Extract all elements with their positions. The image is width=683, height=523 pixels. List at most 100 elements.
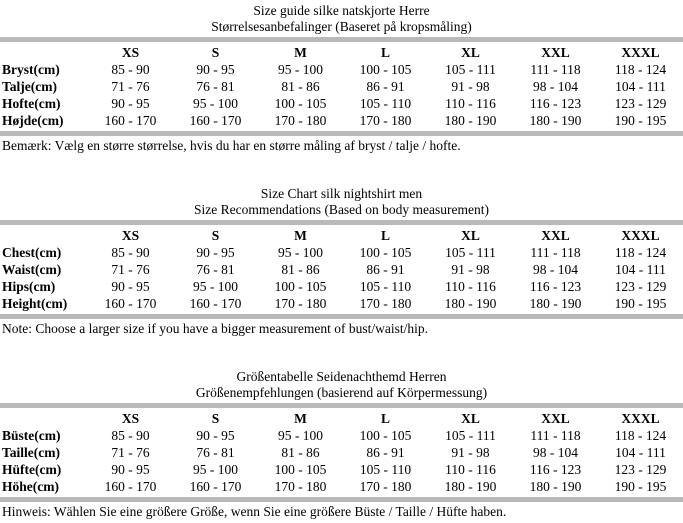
size-range-cell: 90 - 95: [196, 427, 235, 443]
size-range-cell: 100 - 105: [274, 461, 327, 477]
size-column-header-xxl: XXL: [541, 44, 570, 60]
size-column-header-xxxl: XXXL: [621, 227, 660, 243]
size-range-cell: 90 - 95: [196, 244, 235, 260]
size-range-cell: 81 - 86: [281, 261, 320, 277]
divider-bar-top: [0, 403, 683, 408]
row-label: Talje(cm): [2, 78, 57, 94]
size-column-header-m: M: [294, 227, 307, 243]
size-range-cell: 123 - 129: [614, 461, 667, 477]
divider-bar-bottom: [0, 131, 683, 136]
size-range-cell: 160 - 170: [104, 295, 157, 311]
header-spacer-cell: [0, 44, 88, 61]
size-table: XS S M L XL XXL XXXL Chest(cm) 85 - 90 90 - 95 95…: [0, 227, 683, 312]
size-column-header-xs: XS: [121, 227, 140, 243]
size-table: XS S M L XL XXL XXXL Bryst(cm) 85 - 90 90 - 95 95…: [0, 44, 683, 129]
size-range-cell: 180 - 190: [444, 112, 497, 128]
size-range-cell: 100 - 105: [359, 244, 412, 260]
size-range-cell: 91 - 98: [451, 78, 490, 94]
size-range-cell: 180 - 190: [444, 478, 497, 494]
section-subtitle: Größenempfehlungen (basierend auf Körper…: [195, 385, 488, 400]
size-column-header-xxxl: XXXL: [621, 410, 660, 426]
size-range-cell: 90 - 95: [196, 61, 235, 77]
size-range-cell: 71 - 76: [111, 261, 150, 277]
row-label: Chest(cm): [2, 244, 62, 260]
size-range-cell: 190 - 195: [614, 295, 667, 311]
divider-bar-top: [0, 37, 683, 42]
size-column-header-m: M: [294, 410, 307, 426]
size-range-cell: 110 - 116: [445, 278, 496, 294]
size-range-cell: 118 - 124: [614, 244, 667, 260]
size-range-cell: 90 - 95: [111, 278, 150, 294]
size-range-cell: 95 - 100: [193, 278, 238, 294]
size-range-cell: 105 - 110: [359, 461, 412, 477]
size-range-cell: 100 - 105: [274, 278, 327, 294]
size-range-cell: 160 - 170: [104, 478, 157, 494]
row-label: Hofte(cm): [2, 95, 61, 111]
size-range-cell: 81 - 86: [281, 78, 320, 94]
size-range-cell: 95 - 100: [278, 427, 323, 443]
size-column-header-s: S: [211, 227, 220, 243]
table-row: Taille(cm) 71 - 76 76 - 81 81 - 86 86 - 91 91…: [0, 444, 683, 461]
size-column-header-xl: XL: [461, 44, 480, 60]
divider-bar-bottom: [0, 497, 683, 502]
size-column-header-l: L: [380, 44, 390, 60]
size-table: XS S M L XL XXL XXXL Büste(cm) 85 - 90 90 - 95 95…: [0, 410, 683, 495]
size-range-cell: 90 - 95: [111, 461, 150, 477]
size-range-cell: 95 - 100: [193, 95, 238, 111]
table-row: Bryst(cm) 85 - 90 90 - 95 95 - 100 100 - 105…: [0, 61, 683, 78]
size-header-row: XS S M L XL XXL XXXL: [0, 410, 683, 427]
size-range-cell: 160 - 170: [189, 112, 242, 128]
row-label: Height(cm): [2, 295, 68, 311]
table-row: Hüfte(cm) 90 - 95 95 - 100 100 - 105 105 - 1…: [0, 461, 683, 478]
size-header-row: XS S M L XL XXL XXXL: [0, 227, 683, 244]
size-range-cell: 85 - 90: [111, 427, 150, 443]
size-column-header-xxl: XXL: [541, 410, 570, 426]
size-range-cell: 71 - 76: [111, 78, 150, 94]
size-range-cell: 100 - 105: [359, 61, 412, 77]
row-label: Højde(cm): [2, 112, 64, 128]
size-range-cell: 123 - 129: [614, 278, 667, 294]
size-column-header-xs: XS: [121, 44, 140, 60]
size-range-cell: 104 - 111: [615, 78, 666, 94]
row-label: Hips(cm): [2, 278, 56, 294]
size-range-cell: 81 - 86: [281, 444, 320, 460]
size-range-cell: 160 - 170: [189, 478, 242, 494]
size-range-cell: 100 - 105: [359, 427, 412, 443]
size-column-header-xs: XS: [121, 410, 140, 426]
size-range-cell: 180 - 190: [529, 295, 582, 311]
size-column-header-s: S: [211, 410, 220, 426]
size-column-header-xxxl: XXXL: [621, 44, 660, 60]
size-range-cell: 86 - 91: [366, 444, 405, 460]
size-range-cell: 104 - 111: [615, 444, 666, 460]
size-range-cell: 76 - 81: [196, 261, 235, 277]
size-range-cell: 110 - 116: [445, 95, 496, 111]
size-range-cell: 116 - 123: [529, 95, 582, 111]
size-range-cell: 170 - 180: [359, 478, 412, 494]
size-chart-section-english: Size Chart silk nightshirt men Size Reco…: [0, 186, 683, 337]
size-range-cell: 123 - 129: [614, 95, 667, 111]
size-range-cell: 104 - 111: [615, 261, 666, 277]
size-range-cell: 110 - 116: [445, 461, 496, 477]
size-range-cell: 95 - 100: [278, 244, 323, 260]
row-label: Bryst(cm): [2, 61, 60, 77]
size-range-cell: 190 - 195: [614, 112, 667, 128]
size-range-cell: 180 - 190: [529, 478, 582, 494]
section-subtitle: Størrelsesanbefalinger (Baseret på krops…: [211, 19, 472, 34]
size-range-cell: 105 - 110: [359, 278, 412, 294]
size-range-cell: 86 - 91: [366, 78, 405, 94]
table-row: Büste(cm) 85 - 90 90 - 95 95 - 100 100 - 105…: [0, 427, 683, 444]
size-range-cell: 71 - 76: [111, 444, 150, 460]
size-range-cell: 111 - 118: [530, 244, 581, 260]
size-range-cell: 91 - 98: [451, 444, 490, 460]
row-label: Höhe(cm): [2, 478, 59, 494]
size-range-cell: 180 - 190: [529, 112, 582, 128]
size-range-cell: 170 - 180: [274, 295, 327, 311]
table-row: Hofte(cm) 90 - 95 95 - 100 100 - 105 105 - 1…: [0, 95, 683, 112]
size-range-cell: 118 - 124: [614, 427, 667, 443]
size-chart-section-german: Größentabelle Seidenachthemd Herren Größ…: [0, 369, 683, 520]
size-column-header-s: S: [211, 44, 220, 60]
size-range-cell: 190 - 195: [614, 478, 667, 494]
size-range-cell: 160 - 170: [189, 295, 242, 311]
size-column-header-l: L: [380, 410, 390, 426]
size-range-cell: 105 - 111: [445, 61, 496, 77]
